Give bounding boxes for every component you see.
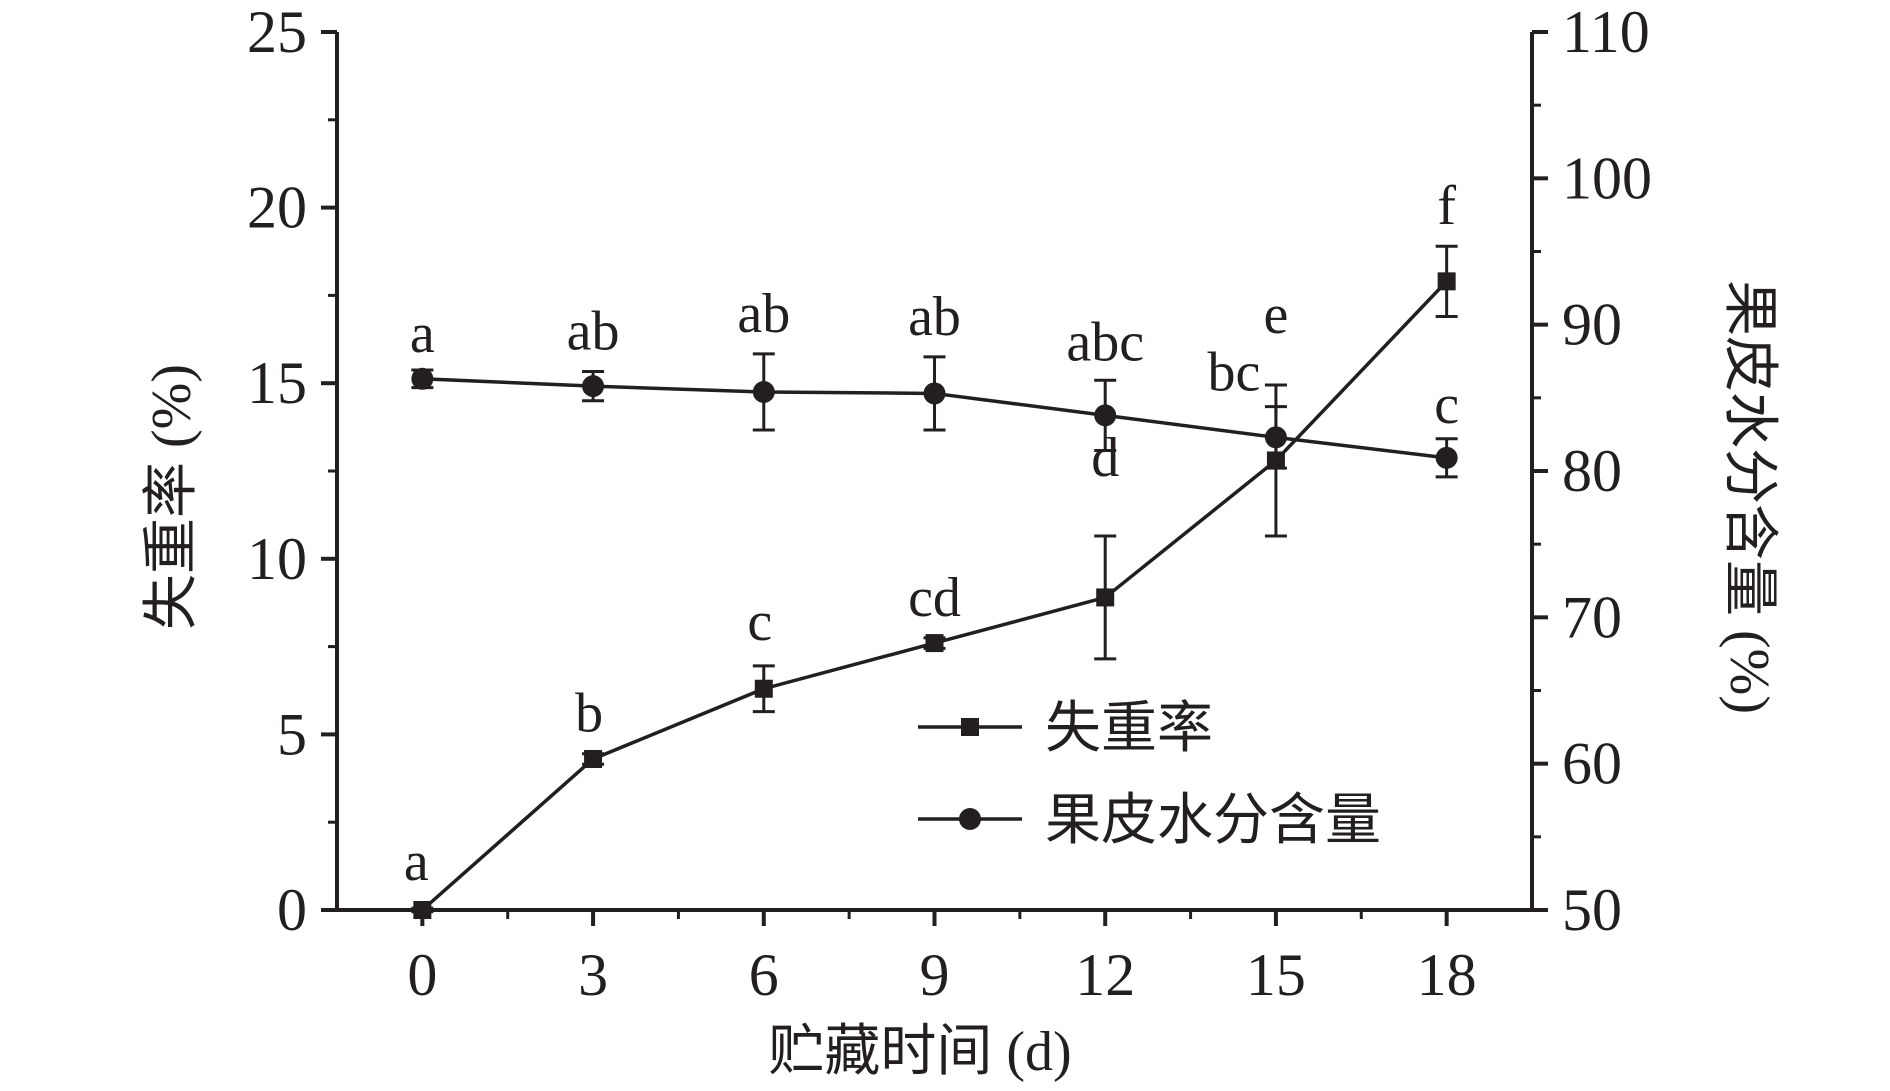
data-point: [582, 375, 605, 398]
significance-label: abc: [1066, 311, 1144, 373]
x-tick-label: 0: [407, 942, 437, 1008]
x-tick-label: 18: [1417, 942, 1477, 1008]
axes: 0 3 6 9 12 15 18 0 5 10 15 20 25 50 60 70 80 90 100 110: [247, 0, 1652, 1008]
y-right-tick-label: 100: [1562, 145, 1652, 211]
y-left-tick-label: 10: [247, 526, 307, 592]
data-point: [1094, 404, 1117, 427]
significance-label: ab: [908, 286, 961, 348]
significance-label: c: [1434, 374, 1459, 436]
data-point: [1096, 588, 1115, 607]
y-axis-right-title: 果皮水分含量 (%): [1718, 280, 1780, 714]
significance-label: bc: [1207, 342, 1260, 404]
significance-label: ab: [567, 300, 620, 362]
data-point: [411, 367, 434, 390]
y-left-tick-label: 25: [247, 0, 307, 65]
data-point: [584, 749, 603, 768]
y-right-tick-label: 60: [1562, 731, 1622, 797]
significance-label: c: [747, 591, 772, 653]
significance-label: b: [575, 683, 603, 745]
legend-marker: [959, 808, 981, 830]
data-point: [1437, 272, 1456, 291]
y-left-tick-label: 15: [247, 350, 307, 416]
data-point: [925, 634, 944, 653]
y-right-tick-label: 80: [1562, 438, 1622, 504]
significance-label: ab: [737, 283, 790, 345]
y-right-tick-label: 110: [1562, 0, 1650, 65]
y-right-tick-label: 70: [1562, 584, 1622, 650]
y-right-tick-label: 50: [1562, 877, 1622, 943]
data-point: [752, 380, 775, 403]
y-axis-left-title: 失重率 (%): [141, 364, 203, 630]
y-left-tick-label: 0: [277, 877, 307, 943]
y-left-tick-label: 20: [247, 175, 307, 241]
y-right-tick-label: 90: [1562, 292, 1622, 358]
data-point: [923, 382, 946, 405]
series-circle: a ab ab ab abc bc c: [410, 283, 1459, 479]
legend-label: 失重率: [1045, 698, 1213, 760]
significance-label: cd: [908, 567, 961, 629]
significance-label: a: [410, 303, 435, 365]
x-tick-label: 6: [749, 942, 779, 1008]
significance-label: a: [404, 831, 429, 893]
legend-label: 果皮水分含量: [1045, 790, 1381, 852]
x-axis-title: 贮藏时间 (d): [768, 1021, 1071, 1083]
x-tick-label: 3: [578, 942, 608, 1008]
x-tick-label: 15: [1246, 942, 1306, 1008]
y-left-tick-label: 5: [277, 701, 307, 767]
data-point: [754, 679, 773, 698]
significance-label: f: [1437, 175, 1456, 237]
x-tick-label: 9: [920, 942, 950, 1008]
legend-marker: [961, 718, 979, 736]
data-point: [1264, 426, 1287, 449]
data-point: [1435, 446, 1458, 469]
significance-label: e: [1263, 284, 1288, 346]
x-tick-label: 12: [1075, 942, 1135, 1008]
data-point: [413, 901, 432, 919]
